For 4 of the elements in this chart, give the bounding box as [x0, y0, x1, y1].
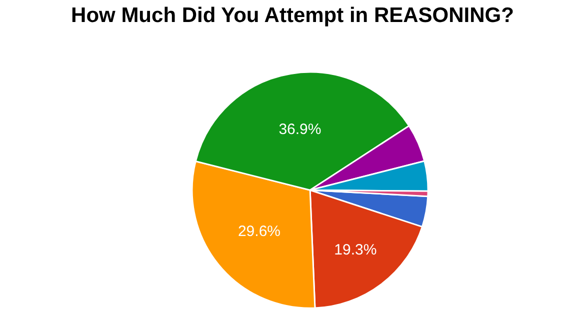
data-label: 19.3% — [334, 242, 377, 259]
data-label: 29.6% — [238, 222, 280, 240]
chart-title: How Much Did You Attempt in REASONING? — [71, 4, 514, 27]
data-label: 36.9% — [278, 120, 322, 138]
